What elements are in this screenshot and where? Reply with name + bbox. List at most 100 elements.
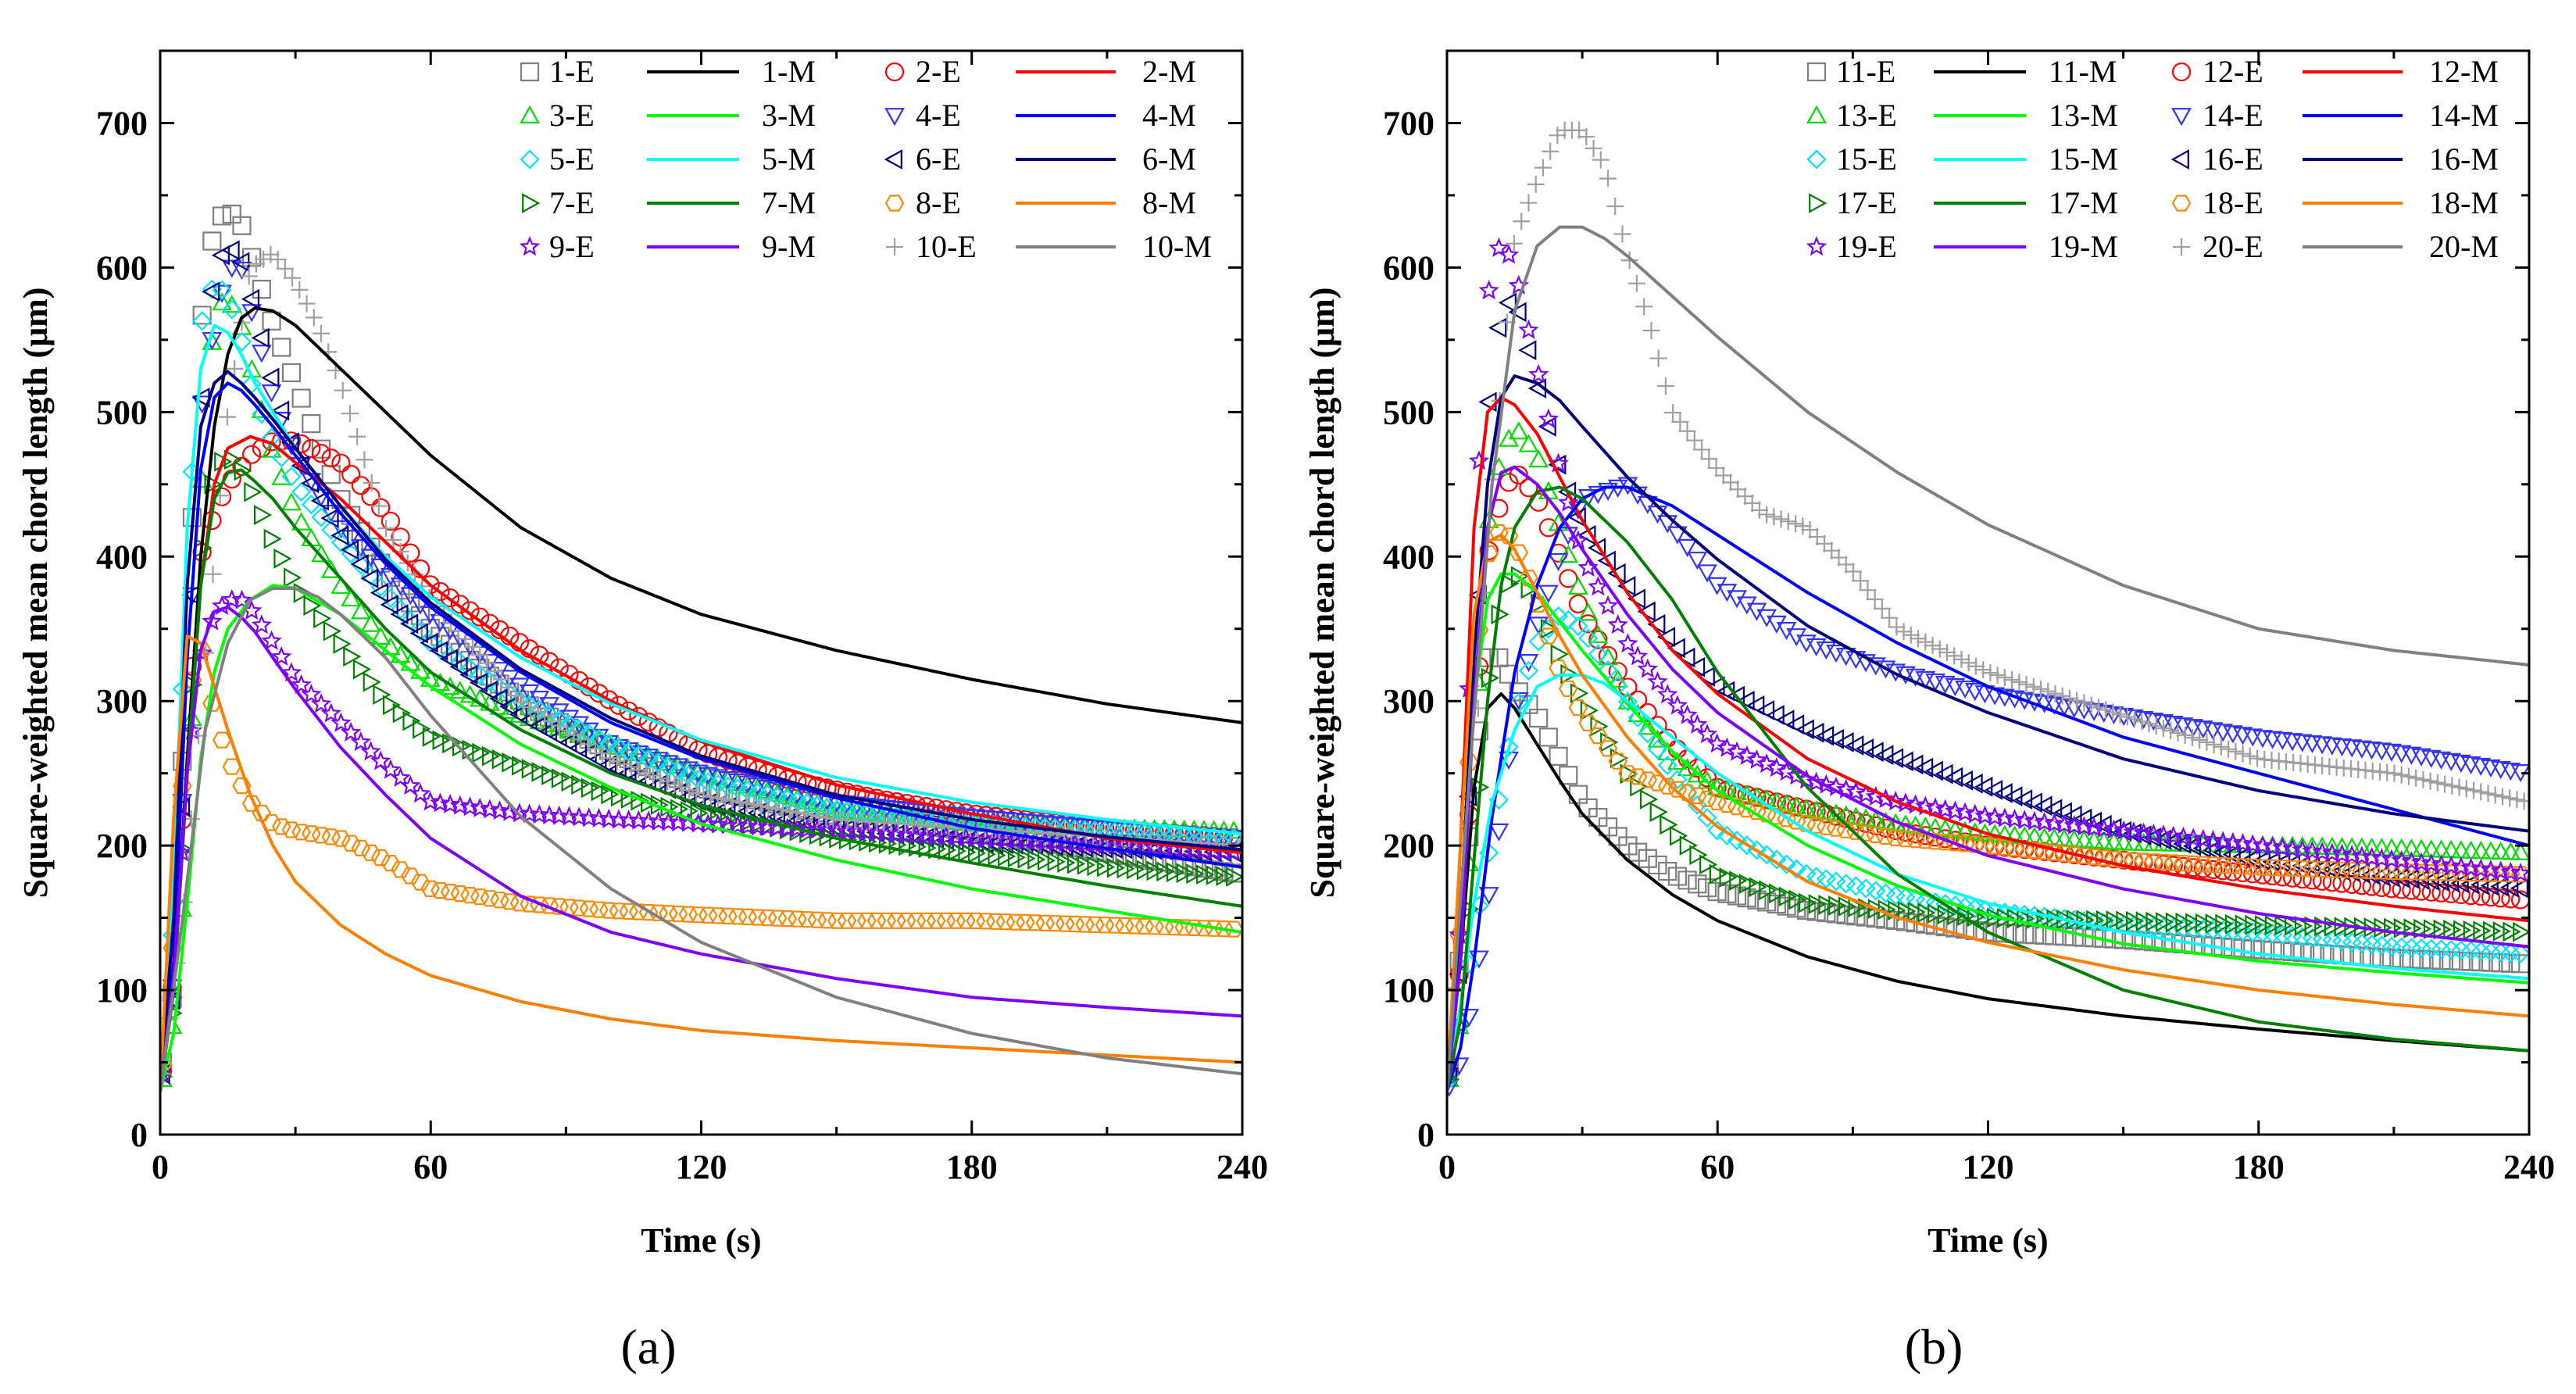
data-point: [2010, 673, 2028, 691]
data-point: [966, 912, 986, 930]
data-point: [1647, 739, 1668, 760]
data-point: [2203, 856, 2223, 874]
legend-marker-2-E: [884, 62, 905, 82]
data-point: [1006, 913, 1025, 931]
data-point: [1707, 459, 1725, 477]
series-8-M-line: [160, 634, 1242, 1092]
series-18-M-line: [1447, 533, 2529, 1092]
data-point: [2097, 701, 2115, 719]
series-19-E-markers: [1447, 237, 2529, 1071]
data-point: [1830, 549, 1848, 567]
data-point: [320, 508, 339, 529]
data-point: [1678, 422, 1696, 440]
data-point: [916, 912, 936, 929]
data-point: [1765, 508, 1783, 526]
data-point: [301, 684, 322, 704]
legend-label-8-M: 8-M: [1142, 185, 1196, 220]
data-point: [2095, 910, 2115, 931]
data-point: [350, 601, 371, 620]
data-point: [514, 694, 532, 712]
data-point: [2421, 852, 2442, 873]
data-point: [1756, 609, 1777, 627]
legend-marker-6-E: [884, 149, 902, 170]
data-point: [255, 250, 273, 268]
data-point: [1498, 244, 1520, 264]
y-tick-label: 300: [1383, 682, 1434, 720]
data-point: [2103, 819, 2124, 839]
x-tick-label: 120: [676, 1148, 727, 1186]
data-point: [1638, 771, 1658, 788]
data-point: [1510, 566, 1530, 587]
data-point: [1935, 818, 1956, 838]
data-point: [2471, 841, 2492, 860]
data-point: [313, 608, 332, 629]
data-point: [192, 311, 213, 331]
data-point: [1717, 584, 1738, 602]
data-point: [529, 702, 547, 720]
data-point: [439, 793, 461, 814]
legend-label-6-M: 6-M: [1142, 141, 1196, 177]
data-point: [569, 719, 589, 739]
data-point: [638, 749, 659, 770]
data-point: [1938, 643, 1956, 661]
data-point: [350, 539, 371, 558]
data-point: [559, 710, 580, 728]
data-point: [1924, 760, 1943, 781]
data-point: [480, 667, 499, 686]
data-point: [2372, 878, 2392, 897]
data-point: [2423, 919, 2442, 939]
data-point: [2243, 864, 2263, 884]
data-point: [2063, 815, 2085, 835]
legend-label-17-M: 17-M: [2049, 185, 2118, 220]
data-point: [2436, 775, 2454, 793]
data-point: [817, 912, 837, 929]
data-point: [1776, 710, 1795, 731]
data-point: [2024, 677, 2042, 695]
data-point: [767, 910, 788, 927]
data-point: [2473, 920, 2492, 941]
data-point: [2264, 915, 2283, 936]
data-point: [529, 690, 550, 710]
legend-marker-19-E: [1806, 236, 1827, 256]
data-point: [623, 758, 641, 776]
data-point: [1618, 836, 1638, 856]
data-point: [2223, 862, 2242, 881]
data-point: [781, 802, 799, 820]
data-point: [2213, 861, 2233, 881]
data-point: [323, 620, 341, 642]
data-point: [1520, 194, 1538, 212]
data-point: [1772, 510, 1790, 528]
data-point: [738, 908, 758, 926]
data-point: [2156, 912, 2174, 932]
data-point: [1778, 886, 1797, 907]
data-point: [1145, 918, 1164, 935]
series-15-M-line: [1447, 673, 2529, 1092]
data-point: [928, 838, 947, 860]
data-point: [302, 439, 321, 459]
data-point: [918, 838, 937, 859]
data-point: [1206, 865, 1224, 885]
series-6-M-line: [160, 370, 1242, 1092]
series-10-M-line: [160, 587, 1242, 1092]
data-point: [1995, 669, 2013, 687]
data-point: [1075, 916, 1095, 933]
data-point: [2032, 680, 2050, 698]
data-point: [2472, 783, 2490, 801]
data-point: [1005, 834, 1024, 855]
data-point: [1677, 784, 1697, 801]
data-point: [1106, 857, 1125, 878]
data-point: [1697, 564, 1717, 583]
data-point: [492, 670, 510, 688]
data-point: [360, 549, 381, 567]
data-point: [1468, 450, 1490, 470]
data-point: [401, 867, 420, 885]
data-point: [1459, 753, 1479, 771]
data-point: [702, 788, 720, 806]
data-point: [2401, 838, 2422, 857]
data-point: [390, 604, 409, 624]
data-point: [222, 299, 242, 320]
data-point: [668, 761, 688, 781]
data-point: [1746, 602, 1767, 621]
data-point: [2165, 912, 2184, 933]
data-point: [1518, 340, 1537, 361]
